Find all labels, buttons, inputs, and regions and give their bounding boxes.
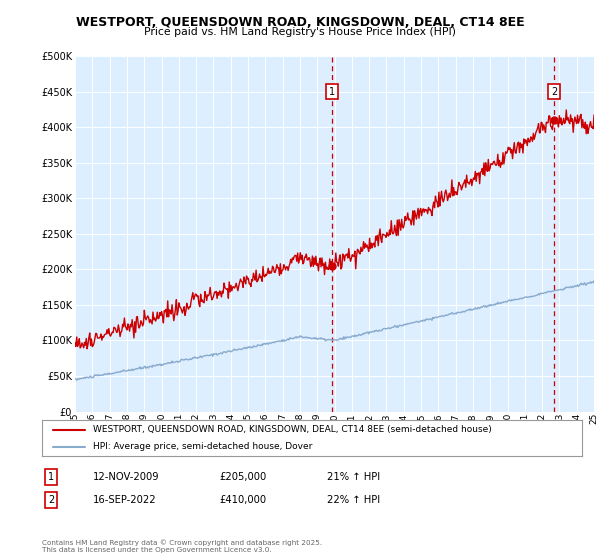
Text: 1: 1: [329, 87, 335, 96]
Text: Price paid vs. HM Land Registry's House Price Index (HPI): Price paid vs. HM Land Registry's House …: [144, 27, 456, 37]
Text: WESTPORT, QUEENSDOWN ROAD, KINGSDOWN, DEAL, CT14 8EE (semi-detached house): WESTPORT, QUEENSDOWN ROAD, KINGSDOWN, DE…: [94, 426, 492, 435]
Text: 21% ↑ HPI: 21% ↑ HPI: [327, 472, 380, 482]
Text: 2: 2: [551, 87, 557, 96]
Text: 16-SEP-2022: 16-SEP-2022: [93, 495, 157, 505]
Text: Contains HM Land Registry data © Crown copyright and database right 2025.
This d: Contains HM Land Registry data © Crown c…: [42, 540, 322, 553]
Text: £205,000: £205,000: [219, 472, 266, 482]
Text: WESTPORT, QUEENSDOWN ROAD, KINGSDOWN, DEAL, CT14 8EE: WESTPORT, QUEENSDOWN ROAD, KINGSDOWN, DE…: [76, 16, 524, 29]
Text: 1: 1: [48, 472, 54, 482]
Text: £410,000: £410,000: [219, 495, 266, 505]
Text: 2: 2: [48, 495, 54, 505]
Text: 22% ↑ HPI: 22% ↑ HPI: [327, 495, 380, 505]
Text: HPI: Average price, semi-detached house, Dover: HPI: Average price, semi-detached house,…: [94, 442, 313, 451]
Text: 12-NOV-2009: 12-NOV-2009: [93, 472, 160, 482]
